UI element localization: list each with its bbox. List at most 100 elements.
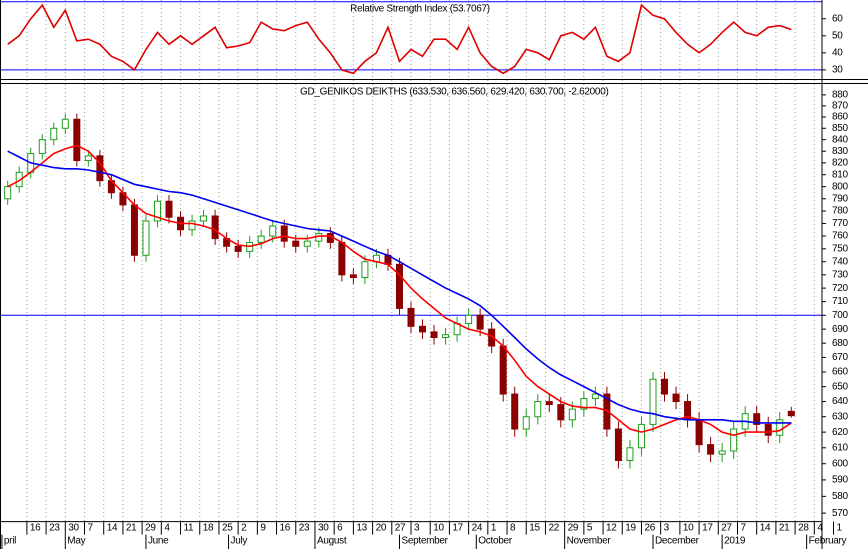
x-tick-label: 9: [260, 523, 266, 534]
y-tick-label: 860: [832, 112, 849, 123]
x-tick-label: 1: [837, 523, 843, 534]
y-tick-label: 840: [832, 134, 849, 145]
y-tick-label: 580: [832, 491, 849, 502]
x-tick-label: 27: [395, 523, 406, 534]
candle-body: [672, 393, 680, 403]
candle-body: [165, 200, 173, 218]
candle-body: [96, 155, 104, 182]
candle-body: [522, 416, 530, 430]
candle-body: [637, 423, 645, 449]
x-tick-label: 30: [318, 523, 329, 534]
x-tick-label: 4: [817, 523, 823, 534]
candle-body: [4, 186, 12, 200]
candle-body: [499, 345, 507, 395]
candle-body: [776, 419, 784, 436]
candle-body: [718, 450, 726, 455]
candle-body: [234, 245, 242, 252]
candle-body: [442, 334, 450, 339]
x-tick-label: 2: [241, 523, 247, 534]
y-tick-label: 640: [832, 396, 849, 407]
x-tick-label: 10: [433, 523, 444, 534]
x-tick-label: 5: [587, 523, 593, 534]
candle-body: [303, 240, 311, 247]
x-tick-label: 30: [68, 523, 79, 534]
candle-body: [280, 225, 288, 242]
candle-body: [361, 261, 369, 278]
candle-body: [764, 423, 772, 436]
y-tick-label: 660: [832, 367, 849, 378]
y-tick-label: 780: [832, 206, 849, 217]
x-tick-label: 7: [88, 523, 94, 534]
y-tick-label: 870: [832, 101, 849, 112]
candle-body: [730, 428, 738, 452]
candle-body: [476, 314, 484, 330]
candle-body: [200, 215, 208, 222]
x-tick-label: 1: [491, 523, 497, 534]
candle-body: [15, 171, 23, 188]
x-tick-label: 21: [779, 523, 790, 534]
y-tick-label: 770: [832, 218, 849, 229]
candle-body: [153, 200, 161, 222]
candle-body: [707, 444, 715, 455]
y-tick-label: 830: [832, 146, 849, 157]
candle-body: [568, 408, 576, 421]
candle-body: [695, 419, 703, 446]
y-tick-label: 590: [832, 475, 849, 486]
y-tick-label: 50: [832, 30, 843, 41]
month-label: November: [567, 536, 612, 547]
candle-body: [534, 401, 542, 418]
y-tick-label: 790: [832, 193, 849, 204]
x-tick-label: 16: [30, 523, 41, 534]
y-tick-label: 60: [832, 13, 843, 24]
candle-body: [580, 398, 588, 410]
x-tick-label: 23: [299, 523, 310, 534]
x-tick-label: 13: [356, 523, 367, 534]
candle-body: [188, 220, 196, 231]
y-tick-label: 710: [832, 296, 849, 307]
x-tick-label: 17: [452, 523, 463, 534]
y-tick-label: 570: [832, 508, 849, 519]
candle-body: [269, 225, 277, 237]
rsi-title: Relative Strength Index (53.7067): [350, 4, 490, 15]
candle-body: [557, 404, 565, 421]
y-tick-label: 720: [832, 283, 849, 294]
y-tick-label: 630: [832, 411, 849, 422]
line-series: [7, 150, 792, 424]
candle-body: [38, 139, 46, 155]
candle-body: [257, 235, 265, 243]
month-label: September: [401, 536, 448, 547]
x-tick-label: 12: [606, 523, 617, 534]
candle-body: [419, 325, 427, 333]
candle-body: [61, 118, 69, 129]
month-label: February: [809, 536, 847, 547]
y-tick-label: 740: [832, 256, 849, 267]
y-tick-label: 680: [832, 338, 849, 349]
x-tick-label: 23: [49, 523, 60, 534]
y-tick-label: 730: [832, 269, 849, 280]
x-tick-label: 26: [644, 523, 655, 534]
x-tick-label: 10: [683, 523, 694, 534]
x-tick-label: 3: [664, 523, 670, 534]
month-label: June: [148, 536, 169, 547]
y-tick-label: 750: [832, 243, 849, 254]
candle-body: [349, 274, 357, 278]
x-tick-label: 11: [184, 523, 195, 534]
x-tick-label: 7: [740, 523, 746, 534]
y-tick-label: 700: [832, 310, 849, 321]
x-tick-label: 3: [414, 523, 420, 534]
candle-body: [395, 263, 403, 309]
x-tick-label: 21: [126, 523, 137, 534]
x-tick-label: 14: [107, 523, 118, 534]
candle-body: [753, 413, 761, 425]
candle-body: [626, 447, 634, 462]
x-tick-label: 15: [529, 523, 540, 534]
x-tick-label: 19: [625, 523, 636, 534]
candle-body: [545, 401, 553, 406]
y-tick-label: 820: [832, 158, 849, 169]
candle-body: [292, 240, 300, 247]
y-tick-label: 760: [832, 231, 849, 242]
y-tick-label: 650: [832, 381, 849, 392]
